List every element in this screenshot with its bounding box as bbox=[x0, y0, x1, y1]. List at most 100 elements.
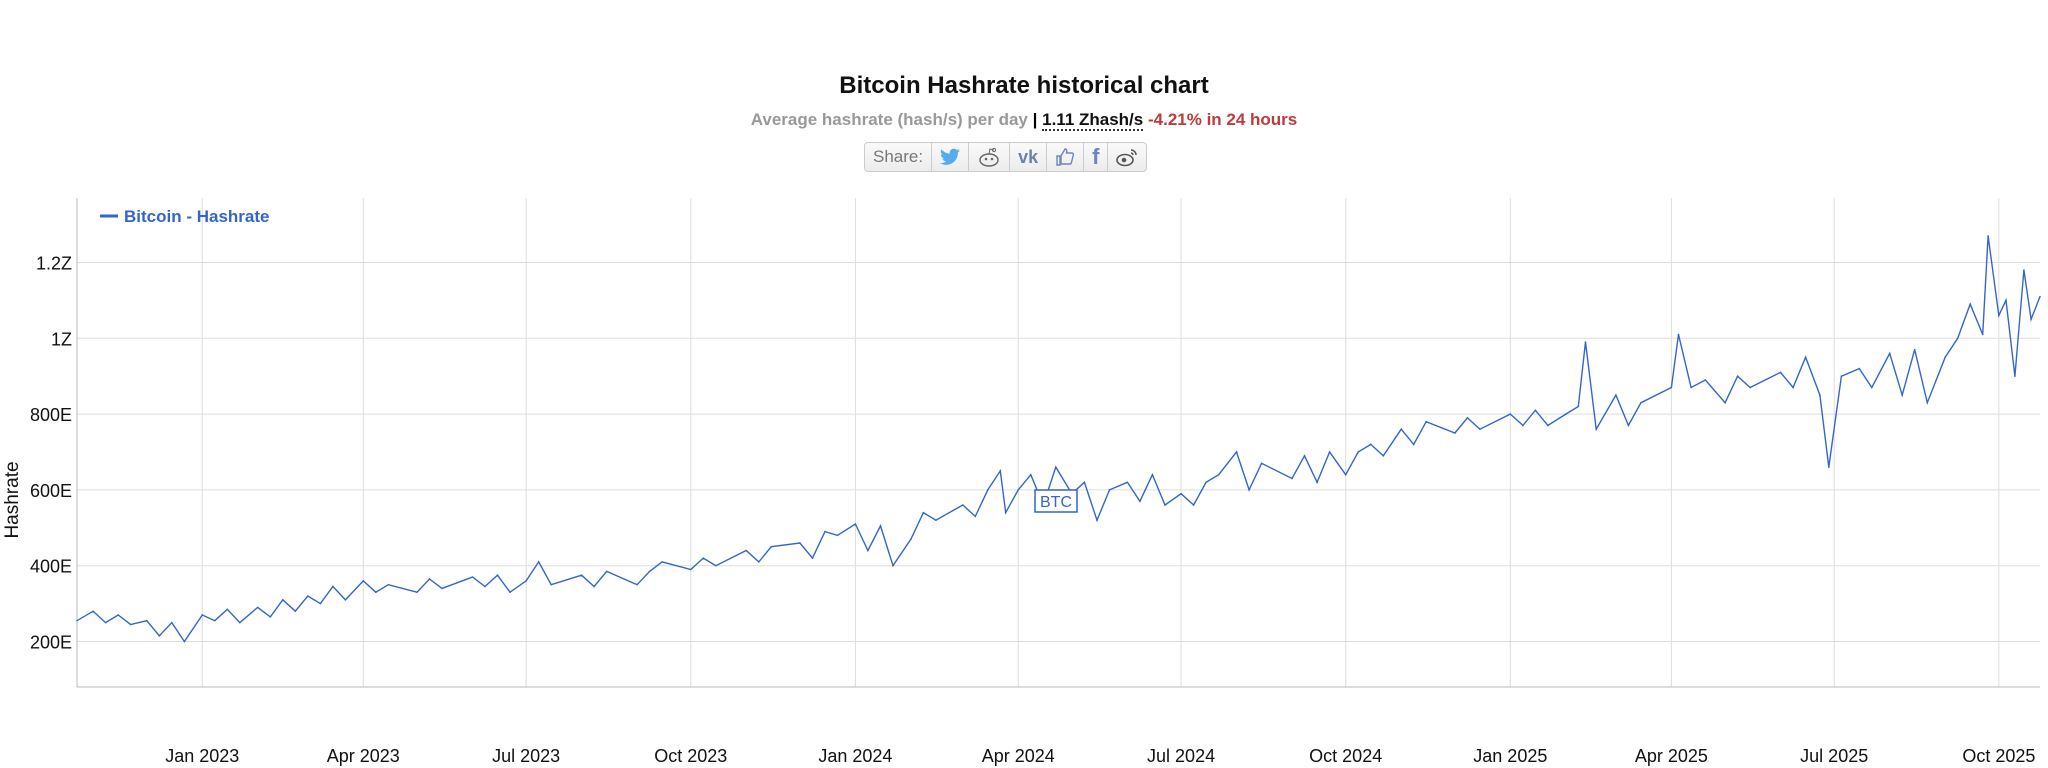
data-point bbox=[1577, 405, 1580, 408]
data-point bbox=[1704, 379, 1707, 381]
data-point bbox=[1205, 481, 1207, 484]
data-point bbox=[1981, 333, 1984, 336]
y-tick-label: 800E bbox=[30, 405, 72, 425]
data-point bbox=[935, 519, 937, 522]
data-point bbox=[1792, 386, 1794, 389]
data-point bbox=[987, 489, 989, 491]
data-point bbox=[1291, 477, 1293, 480]
data-point bbox=[183, 640, 186, 643]
data-point bbox=[1828, 466, 1830, 468]
x-tick-label: Apr 2023 bbox=[327, 746, 400, 766]
data-point bbox=[1454, 432, 1456, 434]
data-point bbox=[269, 616, 272, 618]
series-line-hashrate[interactable] bbox=[76, 235, 2041, 643]
data-point bbox=[836, 534, 839, 537]
data-point bbox=[171, 621, 173, 624]
data-point bbox=[1547, 424, 1549, 427]
data-point bbox=[1736, 375, 1739, 377]
x-tick-label: Jul 2023 bbox=[492, 746, 560, 766]
data-point bbox=[1819, 394, 1821, 396]
data-point bbox=[213, 619, 216, 622]
data-point bbox=[1724, 401, 1726, 404]
data-point bbox=[1987, 235, 1989, 237]
data-point bbox=[1670, 386, 1673, 389]
data-point bbox=[770, 545, 773, 548]
legend-label: Bitcoin - Hashrate bbox=[124, 207, 269, 226]
weibo-icon[interactable] bbox=[1108, 143, 1146, 171]
like-icon[interactable] bbox=[1047, 143, 1085, 171]
data-point bbox=[745, 549, 748, 552]
current-hashrate[interactable]: 1.11 Zhash/s bbox=[1042, 110, 1144, 131]
separator: | bbox=[1032, 110, 1038, 129]
data-point bbox=[471, 576, 474, 578]
data-point bbox=[387, 583, 390, 586]
data-point bbox=[854, 523, 857, 525]
data-point bbox=[1357, 451, 1360, 453]
x-tick-label: Apr 2025 bbox=[1635, 746, 1708, 766]
legend[interactable]: Bitcoin - Hashrate bbox=[100, 207, 269, 226]
data-point bbox=[484, 585, 486, 588]
data-point bbox=[1108, 489, 1111, 491]
data-point bbox=[550, 583, 552, 586]
data-point bbox=[1004, 511, 1007, 514]
data-point bbox=[2030, 318, 2032, 321]
data-point bbox=[1192, 504, 1195, 506]
data-point bbox=[1055, 466, 1057, 468]
data-point bbox=[879, 525, 882, 527]
change-24h: -4.21% in 24 hours bbox=[1147, 110, 1298, 129]
data-point bbox=[537, 561, 540, 563]
data-point bbox=[496, 574, 499, 576]
data-point bbox=[1382, 454, 1385, 457]
btc-annotation-box bbox=[1034, 489, 1078, 513]
data-point bbox=[1870, 386, 1873, 389]
series-points bbox=[76, 235, 2041, 643]
facebook-icon[interactable]: f bbox=[1084, 143, 1109, 171]
data-point bbox=[799, 542, 801, 544]
data-point bbox=[1248, 489, 1250, 491]
data-point bbox=[1858, 367, 1861, 370]
subtitle-label: Average hashrate (hash/s) per day bbox=[750, 110, 1028, 129]
data-point bbox=[1029, 473, 1032, 476]
data-point bbox=[1944, 356, 1946, 359]
data-point bbox=[580, 574, 583, 576]
data-point bbox=[636, 583, 638, 586]
data-point bbox=[1017, 489, 1020, 491]
x-tick-label: Jan 2024 bbox=[818, 746, 892, 766]
data-point bbox=[145, 619, 148, 622]
data-point bbox=[158, 635, 161, 637]
data-point bbox=[1926, 401, 1929, 404]
data-point bbox=[605, 570, 608, 573]
axes: 200E 400E 600E 800E 1Z 1.2Z Jan 2023 Apr 2023 Ju… bbox=[30, 198, 2040, 766]
vk-icon[interactable]: vk bbox=[1010, 143, 1048, 171]
data-point bbox=[428, 578, 431, 580]
x-tick-label: Oct 2023 bbox=[654, 746, 727, 766]
data-point bbox=[661, 561, 663, 563]
data-point bbox=[1139, 500, 1141, 503]
data-point bbox=[319, 602, 322, 605]
data-point bbox=[1180, 492, 1182, 495]
data-point bbox=[824, 530, 826, 533]
x-tick-label: Jan 2025 bbox=[1473, 746, 1547, 766]
reddit-icon[interactable] bbox=[969, 143, 1011, 171]
data-point bbox=[1303, 454, 1306, 457]
x-tick-label: Jan 2023 bbox=[165, 746, 239, 766]
data-point bbox=[1479, 428, 1481, 431]
data-point bbox=[1749, 386, 1751, 389]
data-point bbox=[892, 564, 894, 567]
grid bbox=[77, 198, 2040, 687]
data-point bbox=[1640, 401, 1642, 404]
data-point bbox=[1615, 394, 1617, 396]
data-point bbox=[1400, 428, 1402, 431]
data-point bbox=[226, 608, 229, 611]
data-point bbox=[239, 621, 241, 624]
data-point bbox=[375, 591, 377, 594]
twitter-icon[interactable] bbox=[932, 143, 970, 171]
data-point bbox=[2039, 295, 2041, 298]
data-point bbox=[1690, 386, 1692, 389]
data-point bbox=[256, 606, 259, 609]
data-point bbox=[201, 614, 204, 616]
x-tick-label: Apr 2024 bbox=[982, 746, 1055, 766]
data-point bbox=[867, 549, 869, 552]
btc-annotation[interactable]: BTC bbox=[1034, 489, 1078, 513]
data-point bbox=[999, 470, 1002, 472]
